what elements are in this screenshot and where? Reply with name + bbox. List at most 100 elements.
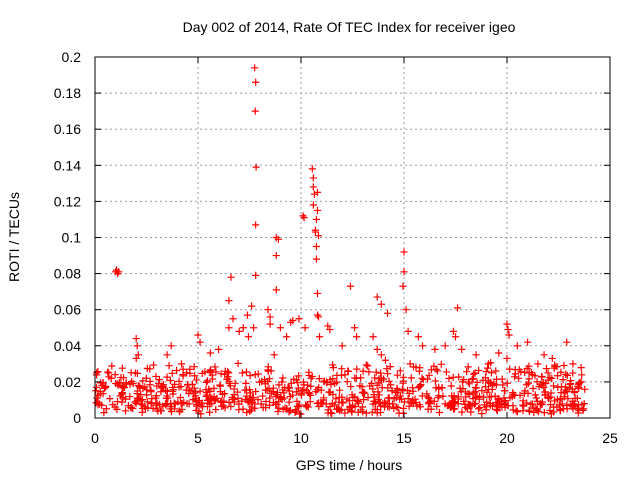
data-point [418, 392, 426, 400]
data-point [133, 390, 141, 398]
axis-ticks [94, 56, 611, 419]
data-point [557, 368, 565, 376]
data-point [102, 405, 110, 413]
data-point [223, 368, 232, 376]
grid-lines [95, 57, 610, 418]
data-point [439, 392, 447, 400]
data-point [454, 393, 462, 401]
data-point [217, 370, 225, 378]
data-point [286, 406, 295, 415]
data-point [358, 403, 367, 411]
data-point [313, 289, 322, 298]
data-point [193, 400, 201, 409]
data-point [215, 345, 223, 354]
data-point [511, 365, 519, 374]
data-point [270, 351, 278, 359]
data-point [301, 324, 309, 332]
data-point [517, 368, 525, 376]
data-point [272, 400, 280, 408]
data-point [478, 410, 486, 418]
data-point [528, 371, 536, 379]
data-point [227, 273, 235, 281]
data-point [142, 374, 150, 382]
data-point [471, 388, 479, 396]
data-point [544, 369, 552, 377]
data-point [252, 78, 260, 86]
data-point [551, 397, 559, 405]
data-point [365, 368, 373, 376]
data-point [494, 394, 502, 403]
data-point [400, 398, 409, 406]
data-point [100, 408, 108, 417]
data-point [547, 410, 555, 418]
data-point [162, 386, 170, 395]
x-tick-label: 20 [499, 430, 515, 446]
x-axis-title: GPS time / hours [296, 457, 403, 473]
data-point [335, 393, 343, 402]
y-tick-label: 0.18 [54, 85, 81, 101]
data-point [119, 374, 128, 382]
data-point [547, 389, 555, 397]
data-point [398, 385, 406, 394]
data-point [261, 386, 270, 394]
data-point [512, 407, 520, 415]
data-point [269, 387, 277, 396]
data-point [276, 324, 284, 332]
data-point [254, 370, 262, 378]
data-point [158, 384, 166, 392]
data-point [191, 388, 200, 396]
data-point [487, 378, 495, 386]
data-point [580, 399, 588, 408]
data-point [385, 394, 393, 402]
data-point [179, 370, 187, 379]
data-point [471, 369, 479, 377]
data-point [238, 369, 246, 377]
data-point [312, 255, 321, 263]
data-point [312, 215, 321, 224]
data-point [282, 333, 291, 341]
data-point [540, 383, 548, 392]
data-point [540, 409, 548, 417]
data-point [371, 374, 379, 382]
data-point [264, 306, 272, 314]
data-point [383, 309, 392, 317]
data-point [322, 400, 330, 408]
data-point [246, 372, 254, 380]
y-tick-label: 0.02 [54, 374, 81, 390]
data-point [364, 362, 372, 370]
data-point [206, 408, 214, 416]
data-point [493, 407, 501, 415]
y-axis-title: ROTI / TECUs [6, 192, 22, 282]
data-point [228, 393, 236, 402]
data-point [570, 388, 579, 397]
data-point [303, 401, 311, 409]
data-points [92, 64, 589, 418]
data-point [144, 404, 152, 412]
data-point [425, 371, 433, 379]
data-point [111, 403, 119, 411]
data-point [558, 400, 566, 408]
data-point [548, 354, 556, 363]
data-point [185, 386, 193, 394]
data-point [400, 268, 408, 276]
data-point [563, 338, 571, 346]
data-point [378, 383, 386, 392]
data-point [92, 387, 100, 395]
data-point [225, 379, 233, 388]
data-point [272, 391, 280, 399]
data-point [509, 390, 517, 398]
data-point [557, 383, 566, 391]
data-point [559, 405, 568, 413]
data-point [210, 384, 218, 392]
data-point [464, 378, 473, 386]
data-point [147, 388, 155, 396]
data-point [387, 381, 395, 389]
data-point [353, 365, 361, 373]
data-point [143, 386, 151, 394]
data-point [251, 107, 259, 115]
data-point [557, 395, 565, 403]
data-point [198, 403, 207, 411]
data-point [95, 400, 104, 408]
data-point [560, 361, 568, 370]
data-point [291, 406, 300, 414]
